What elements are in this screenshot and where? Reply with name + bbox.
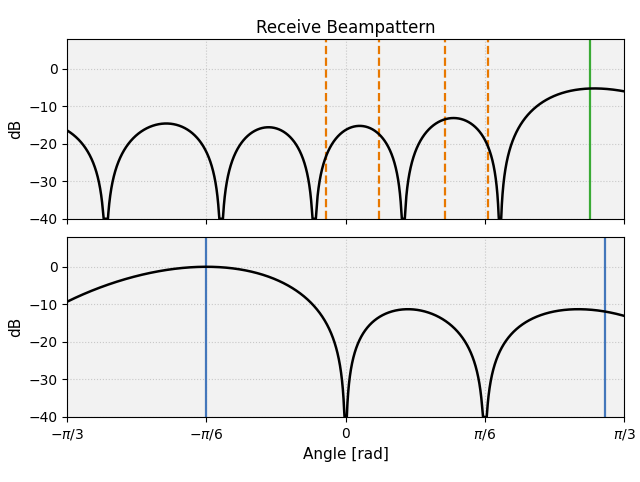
Title: Receive Beampattern: Receive Beampattern xyxy=(256,19,435,37)
Y-axis label: dB: dB xyxy=(8,119,22,139)
X-axis label: Angle [rad]: Angle [rad] xyxy=(303,447,388,462)
Y-axis label: dB: dB xyxy=(8,317,22,337)
